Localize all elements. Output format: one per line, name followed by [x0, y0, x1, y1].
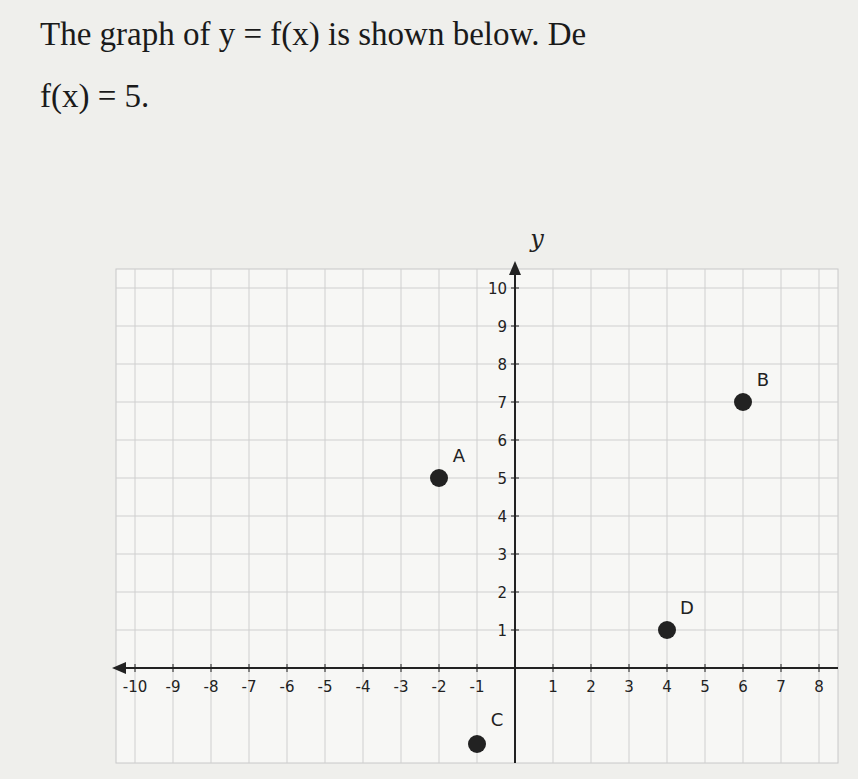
- tick: [173, 664, 174, 672]
- tick-label: 2: [586, 678, 596, 696]
- tick-label: 2: [497, 584, 507, 602]
- tick: [705, 664, 706, 672]
- tick-label: -2: [432, 678, 447, 696]
- tick-label: 1: [548, 678, 558, 696]
- tick-label: 5: [700, 678, 710, 696]
- point-label: D: [680, 597, 694, 618]
- point: [658, 621, 676, 639]
- tick: [591, 664, 592, 672]
- point: [734, 393, 752, 411]
- grid-line: [116, 630, 838, 631]
- tick: [743, 664, 744, 672]
- grid-line: [116, 592, 838, 593]
- point-label: C: [491, 709, 504, 730]
- prompt-line: The graph of y = f(x) is shown below. De: [40, 16, 586, 53]
- tick-label: -4: [356, 678, 371, 696]
- points: [430, 393, 752, 753]
- tick-label: -6: [280, 678, 295, 696]
- plot-frame: [116, 269, 838, 763]
- point-label: B: [757, 369, 769, 390]
- grid-line: [116, 326, 838, 327]
- tick-label: 6: [497, 432, 507, 450]
- tick: [249, 664, 250, 672]
- tick: [511, 402, 519, 403]
- tick: [287, 664, 288, 672]
- grid-line: [116, 554, 838, 555]
- tick-label: 9: [497, 318, 507, 336]
- tick-label: 10: [488, 280, 507, 298]
- tick-label: 5: [497, 470, 507, 488]
- tick: [511, 516, 519, 517]
- tick-label: -9: [166, 678, 181, 696]
- tick-label: -7: [242, 678, 257, 696]
- axis-label: y: [529, 225, 544, 253]
- tick: [439, 664, 440, 672]
- tick-label: 7: [497, 394, 507, 412]
- tick-label: 4: [497, 508, 507, 526]
- tick: [511, 440, 519, 441]
- grid-line: [116, 478, 838, 479]
- tick-label: 8: [814, 678, 824, 696]
- tick: [325, 664, 326, 672]
- tick-label: 6: [738, 678, 748, 696]
- tick: [511, 364, 519, 365]
- point-label: A: [453, 445, 466, 466]
- tick: [135, 664, 136, 672]
- tick-label: 4: [662, 678, 672, 696]
- page: The graph of y = f(x) is shown below. De…: [0, 0, 858, 779]
- tick-label: 3: [624, 678, 634, 696]
- grid-line: [116, 440, 838, 441]
- tick-label: -8: [204, 678, 219, 696]
- tick-label: -5: [318, 678, 333, 696]
- tick: [511, 630, 519, 631]
- axis-arrow: [509, 261, 521, 275]
- axis-arrow: [112, 662, 126, 674]
- tick: [363, 664, 364, 672]
- tick-label: -3: [394, 678, 409, 696]
- tick-label: 7: [776, 678, 786, 696]
- tick-label: -1: [470, 678, 485, 696]
- grid-line: [116, 516, 838, 517]
- tick: [667, 664, 668, 672]
- prompt-line: f(x) = 5.: [40, 78, 149, 115]
- tick: [211, 664, 212, 672]
- tick: [781, 664, 782, 672]
- tick: [553, 664, 554, 672]
- tick: [401, 664, 402, 672]
- grid-line: [116, 402, 838, 403]
- tick: [511, 478, 519, 479]
- tick: [511, 592, 519, 593]
- tick: [511, 326, 519, 327]
- tick: [477, 664, 478, 672]
- point: [430, 469, 448, 487]
- tick: [629, 664, 630, 672]
- tick-label: 1: [497, 622, 507, 640]
- grid-line: [116, 288, 838, 289]
- grid-line: [116, 364, 838, 365]
- tick: [819, 664, 820, 672]
- tick: [511, 288, 519, 289]
- tick: [511, 554, 519, 555]
- tick-label: -10: [123, 678, 148, 696]
- tick-label: 3: [497, 546, 507, 564]
- tick-label: 8: [497, 356, 507, 374]
- chart: The graph of y = f(x) is shown below. De…: [0, 0, 858, 779]
- point: [468, 735, 486, 753]
